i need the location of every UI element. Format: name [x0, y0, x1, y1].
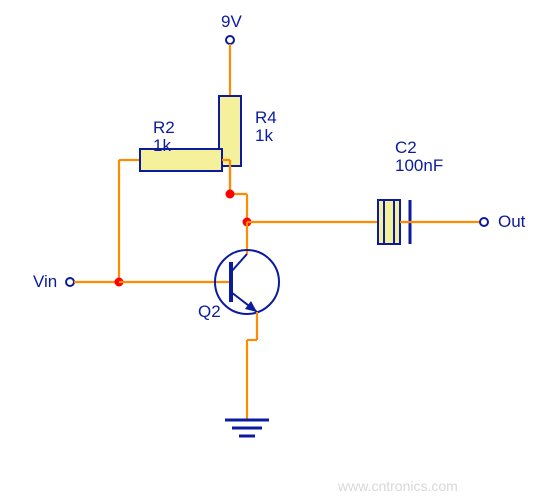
- r2-value: 1k: [153, 136, 171, 156]
- circuit-schematic: [0, 0, 540, 500]
- c2-value: 100nF: [395, 156, 443, 176]
- q2-name: Q2: [198, 302, 221, 322]
- r4-value: 1k: [255, 126, 273, 146]
- vin-label: Vin: [33, 272, 57, 292]
- supply-label: 9V: [221, 12, 242, 32]
- out-label: Out: [498, 212, 525, 232]
- watermark-text: www.cntronics.com: [338, 478, 458, 495]
